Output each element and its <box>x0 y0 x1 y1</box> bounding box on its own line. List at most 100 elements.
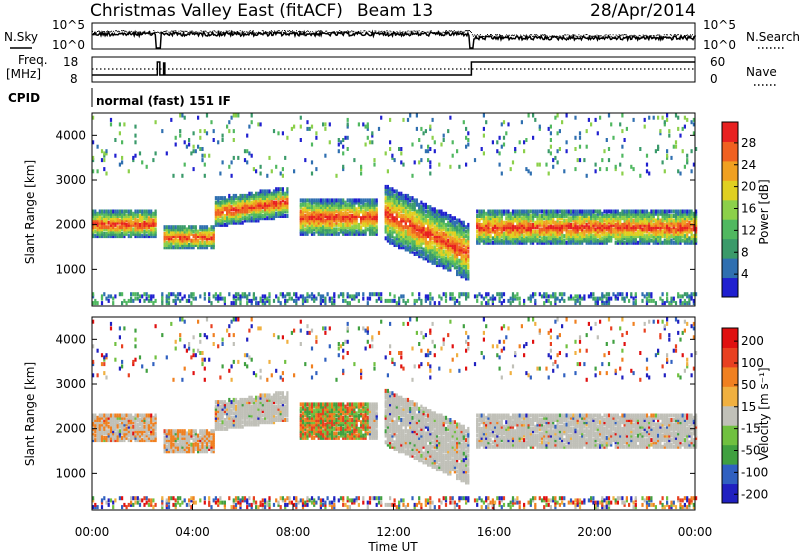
power-cell <box>404 214 407 218</box>
power-cell <box>549 240 552 245</box>
power-cell <box>628 240 631 245</box>
velocity-cell <box>121 420 124 425</box>
power-cell <box>310 205 314 210</box>
velocity-cell <box>163 447 166 451</box>
power-cell <box>438 236 441 241</box>
power-cell <box>549 238 552 243</box>
power-cell <box>451 240 454 245</box>
power-cell <box>96 169 99 174</box>
power-cell <box>368 229 372 234</box>
power-cell <box>540 218 544 223</box>
power-cell <box>386 202 389 207</box>
power-cell <box>444 249 448 254</box>
power-cell <box>167 227 171 232</box>
power-cell <box>458 269 461 274</box>
power-cell <box>534 117 537 122</box>
power-cell <box>636 216 640 221</box>
power-cell <box>250 301 253 306</box>
power-cell <box>569 240 573 245</box>
power-cell <box>540 216 544 221</box>
power-cell <box>221 196 224 201</box>
power-cell <box>462 254 465 259</box>
power-cell <box>677 231 680 236</box>
velocity-cell <box>147 422 150 427</box>
power-cell <box>92 301 95 306</box>
power-cell <box>281 202 284 207</box>
power-cell <box>556 231 559 236</box>
power-cell <box>228 198 231 203</box>
power-cell <box>540 220 544 225</box>
power-cell <box>335 229 338 234</box>
velocity-cell <box>141 429 144 434</box>
power-cell <box>453 240 456 245</box>
power-cell <box>634 301 637 306</box>
power-cell <box>520 211 523 216</box>
power-cell <box>255 191 258 196</box>
power-cell <box>324 202 327 207</box>
power-cell <box>322 298 325 303</box>
power-cell <box>444 234 448 239</box>
power-cell <box>217 196 220 201</box>
power-cell <box>500 218 503 223</box>
power-cell <box>348 198 351 203</box>
power-cell <box>574 216 577 221</box>
power-cell <box>342 164 345 169</box>
power-cell <box>205 238 209 243</box>
power-cell <box>422 131 425 136</box>
power-cell <box>188 229 191 234</box>
power-cell <box>293 124 296 129</box>
power-cell <box>272 202 276 207</box>
power-cell <box>478 238 481 243</box>
power-cell <box>223 298 226 303</box>
power-cell <box>435 229 439 234</box>
power-cell <box>462 249 465 254</box>
power-cell <box>668 222 671 227</box>
power-cell <box>616 216 619 221</box>
power-cell <box>223 218 226 223</box>
velocity-cell <box>132 415 135 420</box>
power-cell <box>603 149 606 154</box>
power-cell <box>232 207 235 212</box>
power-cell <box>192 229 195 234</box>
power-cell <box>427 205 430 210</box>
power-cell <box>614 231 617 236</box>
power-cell <box>451 292 454 297</box>
power-cell <box>306 225 309 230</box>
power-cell <box>502 236 506 241</box>
power-cell <box>277 214 280 218</box>
power-cell <box>402 298 405 303</box>
power-cell <box>279 301 282 306</box>
power-cell <box>384 227 387 232</box>
power-cell <box>547 220 550 225</box>
power-cell <box>451 222 454 227</box>
power-cell <box>444 225 448 230</box>
power-cell <box>413 207 416 212</box>
power-cell <box>179 243 182 247</box>
power-cell <box>210 238 213 243</box>
power-cell <box>188 227 191 232</box>
velocity-cell <box>103 422 106 427</box>
power-cell <box>601 222 604 227</box>
power-cell <box>203 153 206 158</box>
velocity-cell <box>163 429 166 434</box>
power-cell <box>491 140 494 145</box>
power-cell <box>179 234 182 239</box>
power-cell <box>451 254 454 259</box>
power-cell <box>393 218 396 223</box>
noise-search-trace <box>92 30 696 38</box>
power-cell <box>621 236 624 241</box>
power-cell <box>214 216 217 221</box>
power-cell <box>605 225 608 230</box>
power-cell <box>527 234 530 239</box>
power-cell <box>174 231 177 236</box>
power-cell <box>663 301 666 306</box>
power-cell <box>502 209 506 214</box>
power-cell <box>103 231 106 236</box>
power-cell <box>398 231 401 236</box>
velocity-cell <box>130 496 133 501</box>
power-cell <box>594 117 597 122</box>
power-cell <box>670 298 673 303</box>
power-cell <box>339 220 343 225</box>
power-cell <box>360 205 363 210</box>
velocity-cell <box>92 496 95 501</box>
